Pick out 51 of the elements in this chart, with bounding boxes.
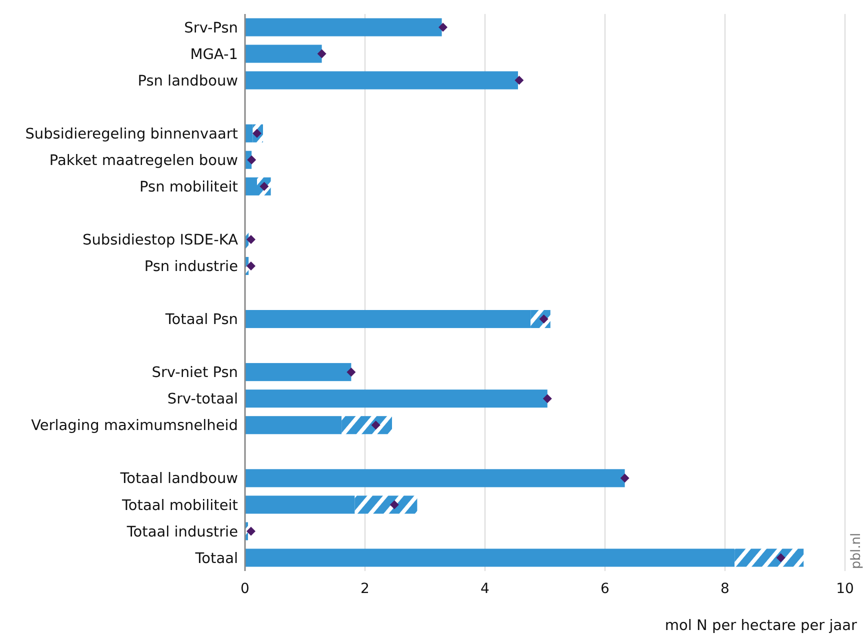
x-tick-label: 6 bbox=[600, 581, 610, 597]
point bbox=[542, 394, 552, 404]
x-tick-label: 0 bbox=[240, 581, 250, 597]
point bbox=[346, 368, 356, 377]
point bbox=[317, 49, 326, 58]
y-tick-label: Psn mobiliteit bbox=[140, 179, 238, 196]
point bbox=[247, 155, 256, 164]
y-tick-label: Totaal Psn bbox=[164, 312, 238, 328]
bar bbox=[342, 416, 392, 434]
bar bbox=[245, 390, 548, 408]
bar bbox=[245, 363, 352, 382]
x-axis-title: mol N per hectare per jaar bbox=[664, 618, 858, 634]
y-tick-label: Psn industrie bbox=[144, 259, 238, 276]
y-tick-label: Totaal industrie bbox=[126, 524, 238, 540]
bar bbox=[245, 469, 625, 488]
y-tick-label: Subsidiestop ISDE-KA bbox=[82, 232, 238, 249]
x-tick-label: 2 bbox=[360, 581, 370, 597]
y-tick-label: Totaal mobiliteit bbox=[121, 498, 238, 514]
y-tick-label: Psn landbouw bbox=[138, 73, 238, 90]
x-tick-label: 4 bbox=[480, 581, 490, 597]
y-tick-label: Pakket maatregelen bouw bbox=[49, 152, 238, 169]
point bbox=[246, 526, 256, 536]
bar bbox=[245, 310, 531, 328]
bar bbox=[245, 177, 257, 196]
y-tick-label: Verlaging maximumsnelheid bbox=[31, 418, 238, 434]
bar bbox=[245, 18, 442, 36]
bar bbox=[245, 71, 518, 90]
point bbox=[390, 500, 399, 510]
bar bbox=[245, 416, 342, 434]
bar bbox=[245, 496, 355, 514]
y-tick-label: Totaal landbouw bbox=[119, 471, 238, 488]
point bbox=[438, 22, 448, 32]
bar bbox=[245, 44, 322, 63]
y-tick-label: Srv-niet Psn bbox=[152, 365, 238, 382]
y-tick-label: Srv-totaal bbox=[167, 392, 238, 408]
point bbox=[246, 234, 256, 244]
x-tick-label: 10 bbox=[836, 581, 854, 597]
bar bbox=[354, 496, 418, 514]
point bbox=[620, 474, 630, 483]
point bbox=[776, 553, 786, 562]
text: pbl.nl bbox=[849, 532, 864, 569]
bar bbox=[245, 548, 735, 567]
point bbox=[246, 261, 256, 270]
bar bbox=[734, 548, 804, 567]
x-tick-label: 8 bbox=[720, 581, 730, 597]
point bbox=[371, 420, 380, 430]
y-tick-label: Subsidieregeling binnenvaart bbox=[25, 126, 238, 142]
point bbox=[514, 76, 524, 85]
y-tick-label: Srv-Psn bbox=[184, 20, 238, 36]
y-tick-label: MGA-1 bbox=[190, 46, 238, 63]
y-tick-label: Totaal bbox=[194, 550, 238, 567]
